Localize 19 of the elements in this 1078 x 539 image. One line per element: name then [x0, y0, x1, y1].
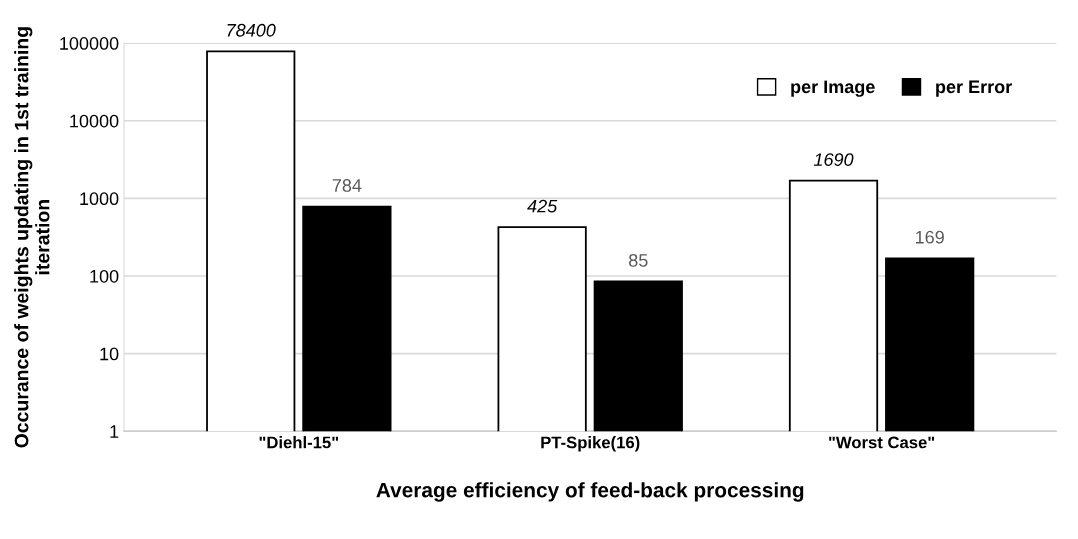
x-tick-label: "Worst Case" — [829, 436, 935, 449]
data-label: 425 — [527, 199, 558, 213]
y-tick-label: 10000 — [70, 114, 119, 128]
y-tick-label: 10 — [100, 347, 119, 361]
data-label: 85 — [629, 253, 648, 267]
legend-label: per Error — [936, 80, 1012, 97]
y-tick-label: 1 — [110, 425, 119, 438]
y-axis-title: Occurance of weights updating in 1st training iteration — [14, 27, 50, 448]
y-tick-label: 100 — [90, 269, 119, 283]
legend-label: per Image — [791, 80, 875, 97]
x-tick-label: PT-Spike(16) — [541, 436, 640, 452]
data-label: 169 — [916, 230, 944, 244]
y-tick-label: 1000 — [80, 192, 119, 206]
data-label: 784 — [332, 179, 362, 192]
data-label: 78400 — [227, 23, 276, 37]
x-axis-title: Average efficiency of feed-back processing — [376, 482, 804, 502]
x-tick-label: "Diehl-15" — [259, 436, 339, 449]
data-label: 1690 — [813, 153, 854, 166]
y-tick-label: 100000 — [60, 37, 119, 50]
